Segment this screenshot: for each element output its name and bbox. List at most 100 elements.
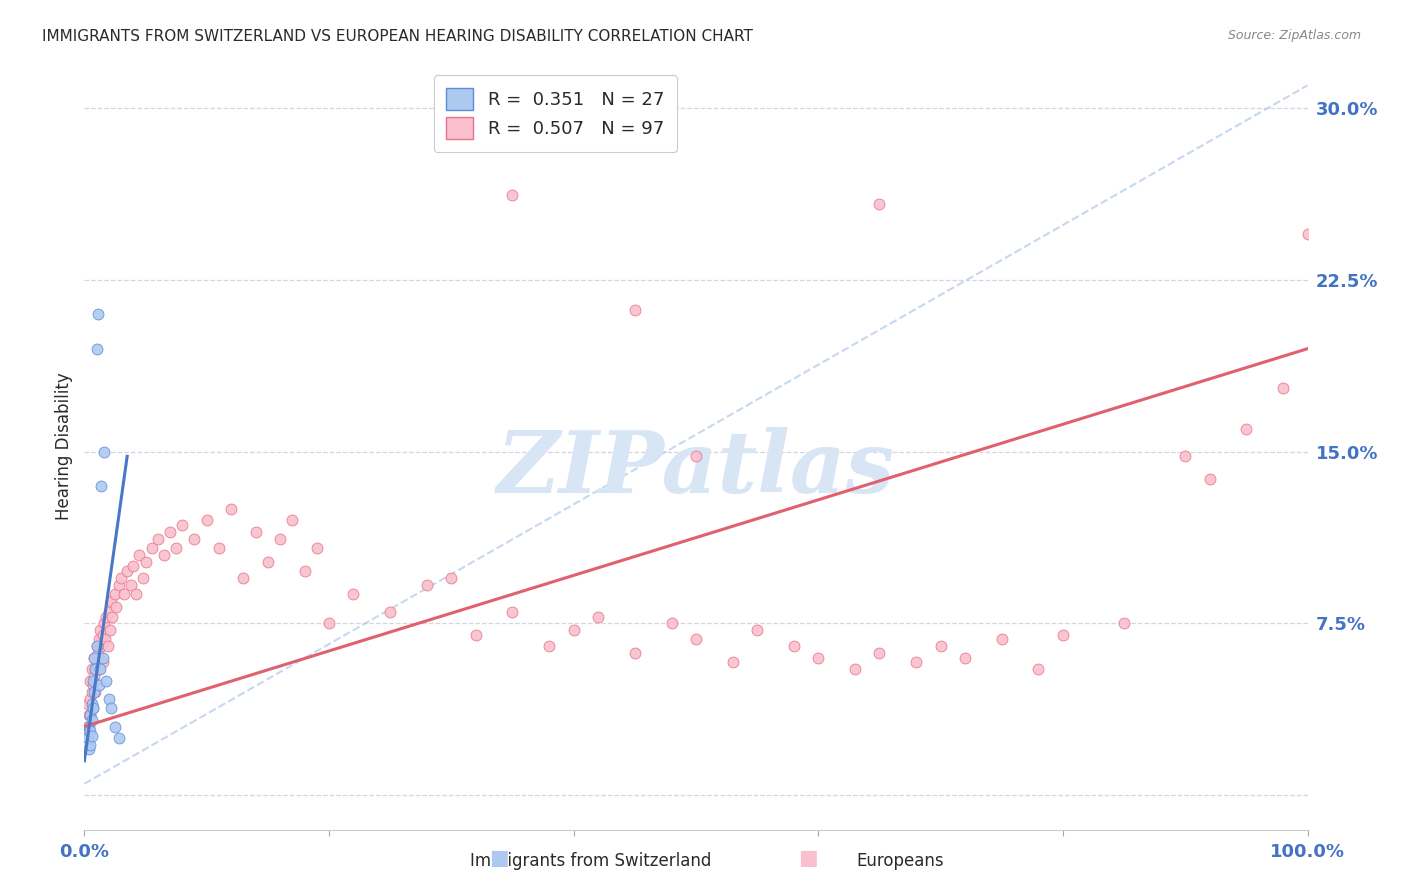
Point: [77, 697, 100, 711]
Point: [87, 632, 110, 647]
Point: [135, 555, 157, 569]
Point: [464, 628, 486, 642]
Point: [128, 548, 150, 562]
Point: [538, 640, 561, 654]
Point: [89, 624, 111, 638]
Point: [844, 662, 866, 676]
Point: [79, 692, 101, 706]
Point: [96, 673, 118, 688]
Point: [93, 616, 115, 631]
Point: [80, 713, 103, 727]
Point: [219, 502, 242, 516]
Point: [257, 555, 280, 569]
Point: [80, 685, 103, 699]
Point: [87, 307, 110, 321]
Point: [87, 662, 110, 676]
Point: [869, 646, 891, 660]
Point: [83, 669, 105, 683]
Point: [96, 609, 118, 624]
Y-axis label: Hearing Disability: Hearing Disability: [55, 372, 73, 520]
Point: [90, 640, 112, 654]
Point: [294, 564, 316, 578]
Point: [79, 673, 101, 688]
Point: [80, 729, 103, 743]
Point: [502, 188, 524, 202]
Point: [77, 731, 100, 745]
Point: [90, 479, 112, 493]
Point: [77, 719, 100, 733]
Point: [562, 624, 585, 638]
Point: [1052, 628, 1074, 642]
Point: [953, 650, 976, 665]
Point: [84, 662, 107, 676]
Point: [905, 656, 928, 670]
Text: ■: ■: [799, 848, 818, 868]
Point: [195, 513, 218, 527]
Point: [93, 444, 115, 458]
Point: [97, 640, 120, 654]
Point: [104, 719, 127, 733]
Text: ZIPatlas: ZIPatlas: [496, 427, 896, 511]
Point: [929, 640, 952, 654]
Point: [112, 587, 135, 601]
Point: [100, 701, 122, 715]
Point: [77, 708, 100, 723]
Point: [141, 541, 163, 555]
Point: [83, 685, 105, 699]
Point: [721, 656, 744, 670]
Text: Immigrants from Switzerland: Immigrants from Switzerland: [470, 852, 711, 870]
Point: [97, 692, 120, 706]
Point: [86, 656, 108, 670]
Point: [624, 646, 647, 660]
Point: [269, 532, 291, 546]
Point: [82, 673, 104, 688]
Point: [783, 640, 806, 654]
Point: [502, 605, 524, 619]
Point: [77, 742, 100, 756]
Point: [318, 616, 340, 631]
Point: [79, 738, 101, 752]
Point: [86, 640, 108, 654]
Point: [122, 559, 145, 574]
Point: [107, 577, 129, 591]
Point: [79, 708, 101, 723]
Point: [86, 640, 108, 654]
Point: [208, 541, 231, 555]
Point: [77, 724, 100, 739]
Point: [100, 593, 122, 607]
Point: [101, 609, 124, 624]
Point: [87, 646, 110, 660]
Text: Source: ZipAtlas.com: Source: ZipAtlas.com: [1227, 29, 1361, 42]
Point: [79, 708, 101, 723]
Text: ■: ■: [489, 848, 509, 868]
Point: [416, 577, 439, 591]
Point: [97, 605, 120, 619]
Point: [1198, 472, 1220, 486]
Point: [440, 571, 463, 585]
Point: [747, 624, 769, 638]
Point: [1114, 616, 1136, 631]
Point: [305, 541, 328, 555]
Point: [107, 731, 129, 745]
Point: [1296, 227, 1319, 242]
Point: [87, 678, 110, 692]
Point: [91, 628, 114, 642]
Point: [624, 302, 647, 317]
Point: [104, 587, 127, 601]
Point: [105, 600, 128, 615]
Point: [146, 532, 169, 546]
Point: [807, 650, 830, 665]
Point: [84, 662, 107, 676]
Legend: R =  0.351   N = 27, R =  0.507   N = 97: R = 0.351 N = 27, R = 0.507 N = 97: [433, 75, 676, 152]
Point: [165, 541, 187, 555]
Point: [120, 577, 142, 591]
Point: [82, 701, 104, 715]
Point: [1272, 381, 1295, 395]
Point: [84, 685, 107, 699]
Point: [1236, 422, 1258, 436]
Point: [159, 524, 181, 539]
Point: [91, 656, 114, 670]
Point: [183, 532, 205, 546]
Point: [153, 548, 176, 562]
Point: [89, 662, 111, 676]
